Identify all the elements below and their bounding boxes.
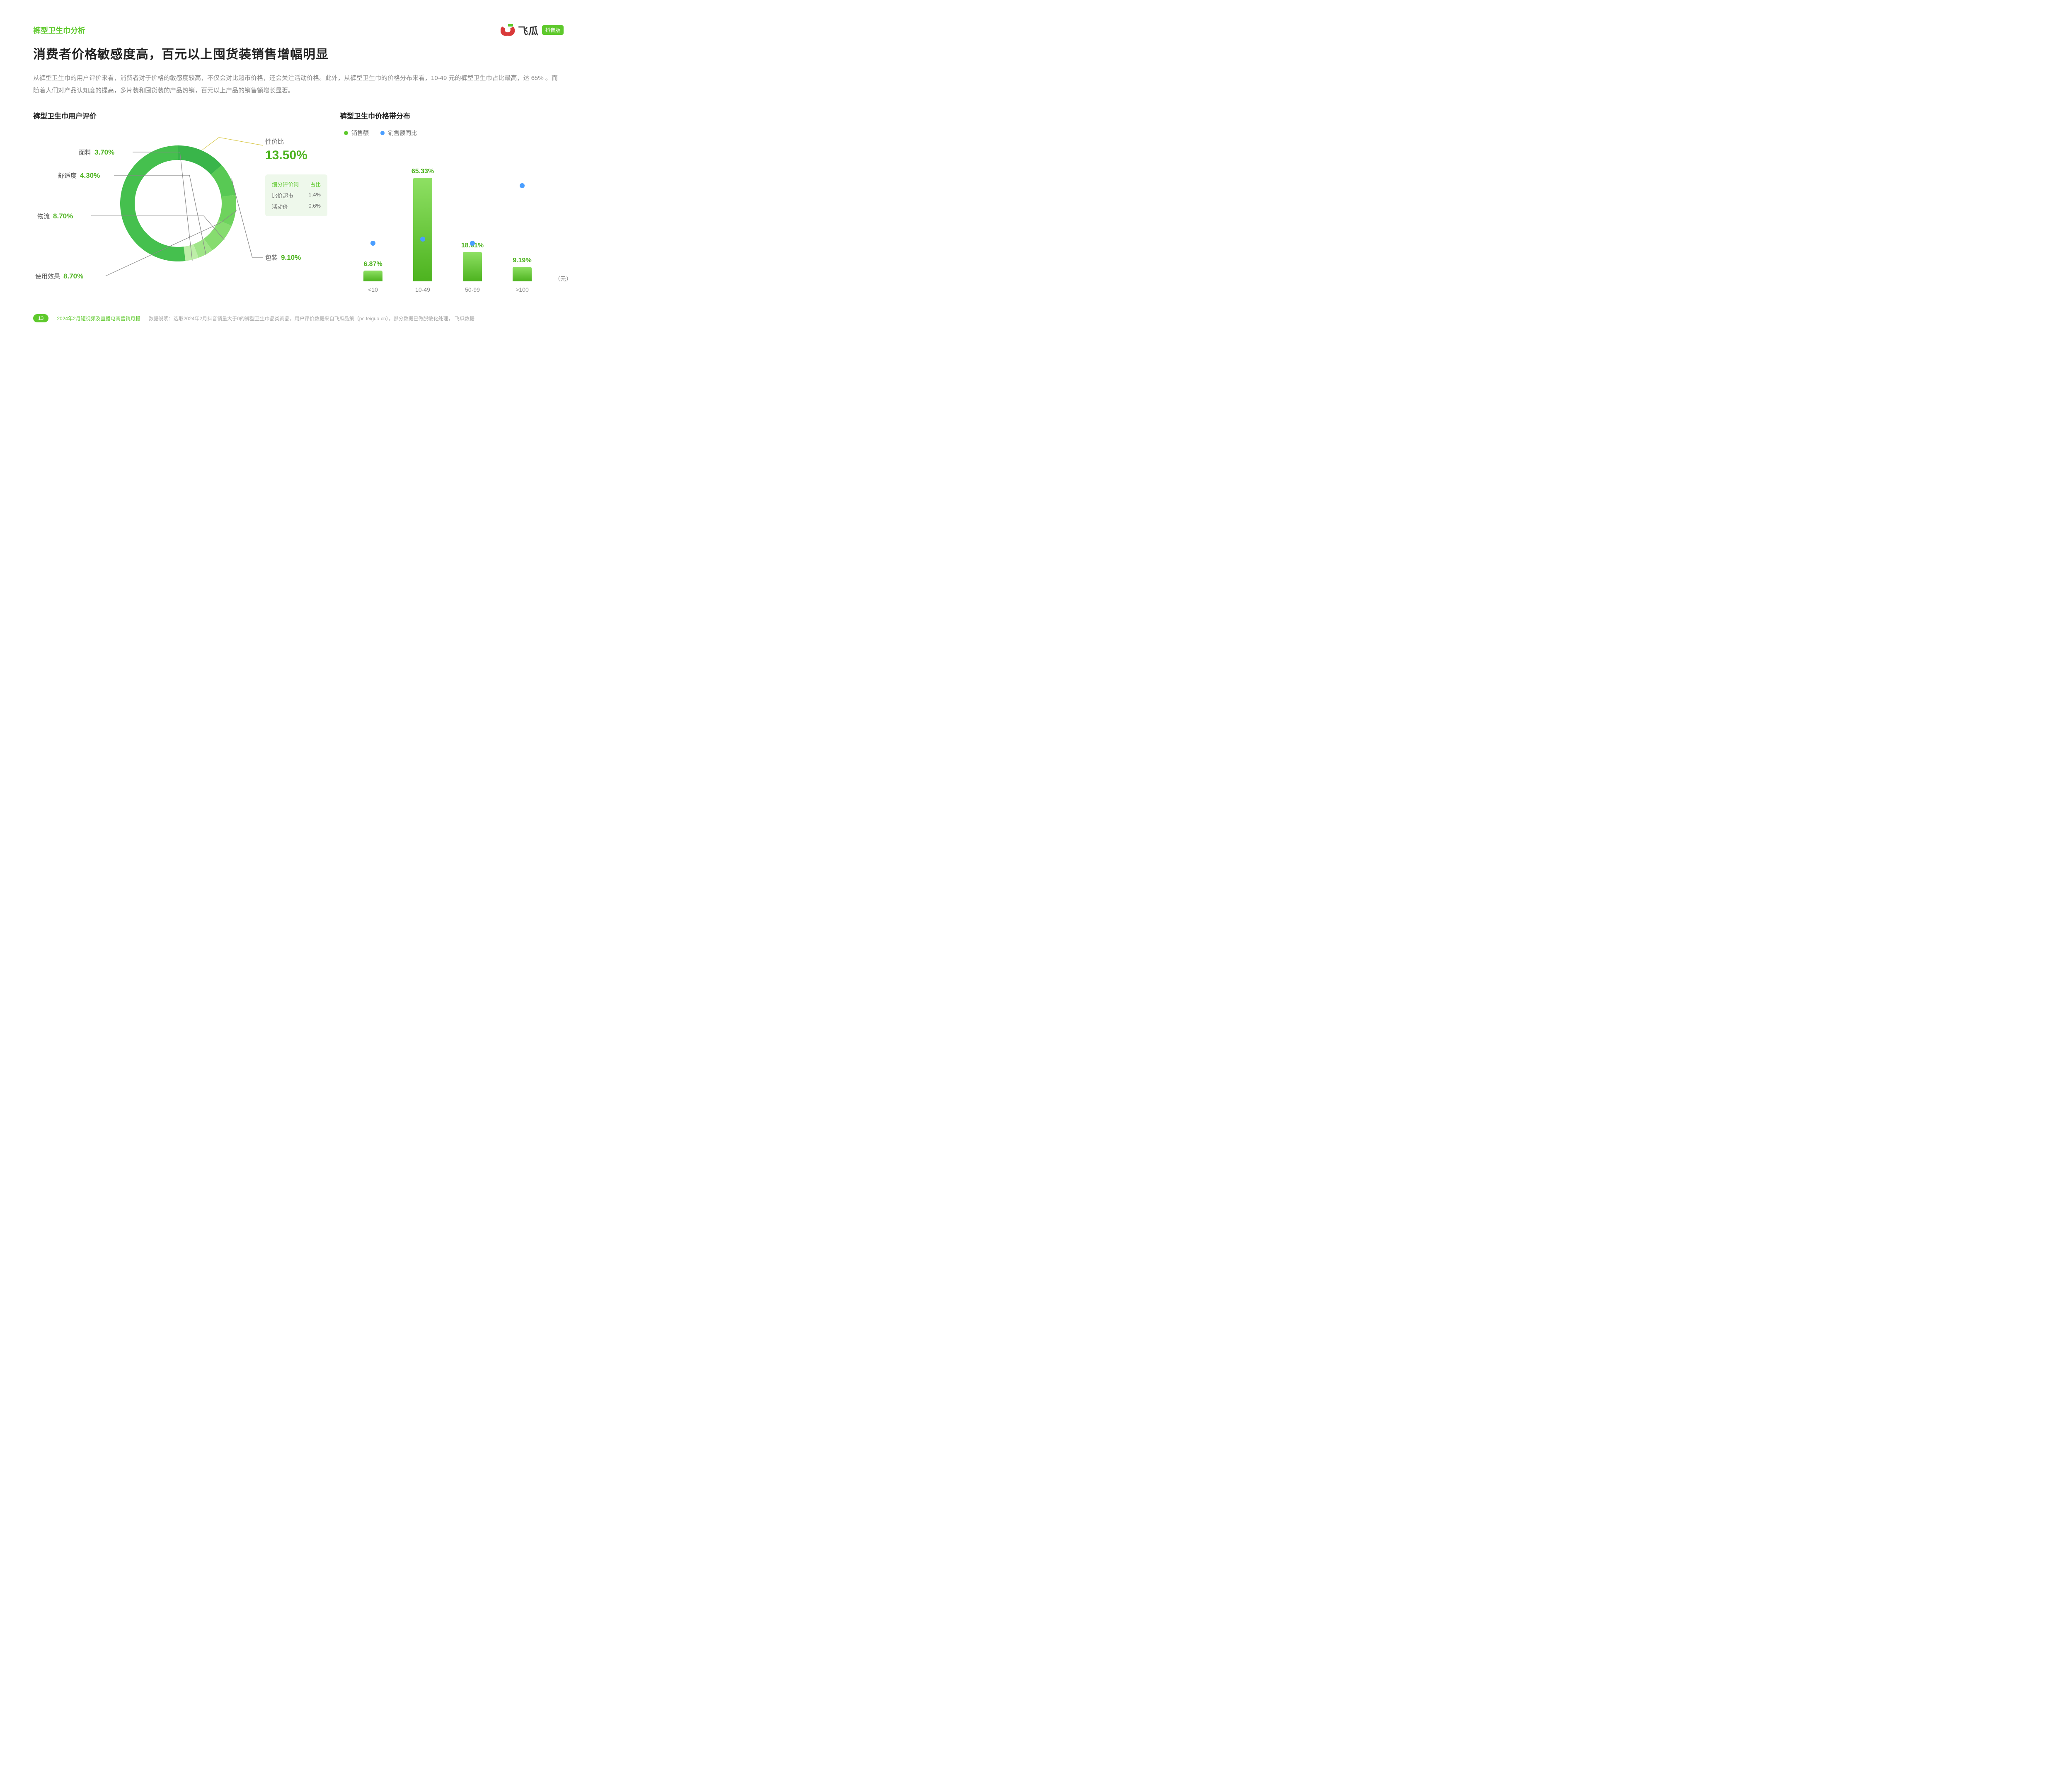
bar-category-label: >100 — [516, 286, 529, 293]
donut-chart — [116, 137, 240, 270]
brand-name: 飞瓜 — [518, 23, 539, 37]
bar — [463, 252, 482, 281]
slice-label-logistics: 物流 8.70% — [37, 212, 73, 220]
brand-logo: 飞瓜 抖音版 — [501, 23, 564, 37]
legend-dot-yoy — [380, 131, 385, 135]
donut-slice — [120, 145, 186, 261]
scatter-point — [420, 237, 425, 242]
sub-table-r2c1: 活动价 — [272, 203, 288, 210]
slice-label-packaging: 包装 9.10% — [265, 253, 301, 262]
slide-category: 裤型卫生巾分析 — [33, 25, 564, 36]
sub-table-h2: 占比 — [310, 180, 321, 188]
donut-chart-panel: 裤型卫生巾用户评价 面料 3.70% 舒适度 4.30% 物流 8.70% — [33, 110, 323, 295]
bar-group: 65.33%10-49 — [404, 168, 441, 281]
brand-badge: 抖音版 — [542, 25, 564, 35]
bar-category-label: 10-49 — [415, 286, 430, 293]
bar — [363, 271, 382, 281]
bar-category-label: 50-99 — [465, 286, 480, 293]
bar-legend: 销售额 销售额同比 — [340, 129, 564, 137]
legend-dot-sales — [344, 131, 348, 135]
bar-chart-panel: 裤型卫生巾价格带分布 销售额 销售额同比 （元） 6.87%<1065.33%1… — [340, 110, 564, 295]
donut-title: 裤型卫生巾用户评价 — [33, 110, 323, 121]
slice-label-effect: 使用效果 8.70% — [35, 272, 83, 281]
sub-table-r1c2: 1.4% — [308, 191, 321, 199]
bar-group: 6.87%<10 — [354, 261, 392, 281]
bar-group: 9.19%>100 — [503, 257, 541, 281]
slice-label-comfort: 舒适度 4.30% — [58, 171, 100, 180]
logo-mark-icon — [501, 23, 515, 37]
page-number: 13 — [33, 314, 48, 322]
slide-headline: 消费者价格敏感度高，百元以上囤货装销售增幅明显 — [33, 44, 564, 62]
sub-table-r2c2: 0.6% — [308, 203, 321, 210]
bar-chart: （元） 6.87%<1065.33%10-4918.61%50-999.19%>… — [340, 145, 555, 281]
x-axis-unit: （元） — [554, 275, 572, 283]
source-note: 数据说明：选取2024年2月抖音销量大于0的裤型卫生巾品类商品，用户评价数据来自… — [149, 315, 474, 322]
slide-intro: 从裤型卫生巾的用户评价来看，消费者对于价格的敏感度较高，不仅会对比超市价格，还会… — [33, 72, 564, 97]
bar-value-label: 65.33% — [411, 168, 434, 175]
slice-label-value: 性价比 13.50% — [265, 137, 307, 162]
bar — [413, 178, 432, 281]
bar-value-label: 6.87% — [363, 261, 382, 268]
slide-footer: 13 2024年2月短视频及直播电商营销月报 数据说明：选取2024年2月抖音销… — [33, 314, 564, 322]
bar-title: 裤型卫生巾价格带分布 — [340, 110, 564, 121]
donut-slice — [218, 195, 236, 226]
scatter-point — [370, 241, 375, 246]
scatter-point — [520, 183, 525, 188]
slice-label-fabric: 面料 3.70% — [79, 148, 114, 157]
legend-yoy: 销售额同比 — [380, 129, 417, 137]
bar-value-label: 9.19% — [513, 257, 531, 264]
scatter-point — [470, 241, 475, 246]
sub-table: 细分评价词 占比 比价超市 1.4% 活动价 0.6% — [265, 174, 327, 216]
sub-table-h1: 细分评价词 — [272, 180, 299, 188]
report-name: 2024年2月短视频及直播电商营销月报 — [57, 315, 140, 322]
bar-category-label: <10 — [368, 286, 378, 293]
bar-group: 18.61%50-99 — [454, 242, 491, 281]
bar — [513, 267, 532, 281]
donut-slice — [178, 145, 222, 175]
sub-table-r1c1: 比价超市 — [272, 191, 293, 199]
legend-sales: 销售额 — [344, 129, 369, 137]
